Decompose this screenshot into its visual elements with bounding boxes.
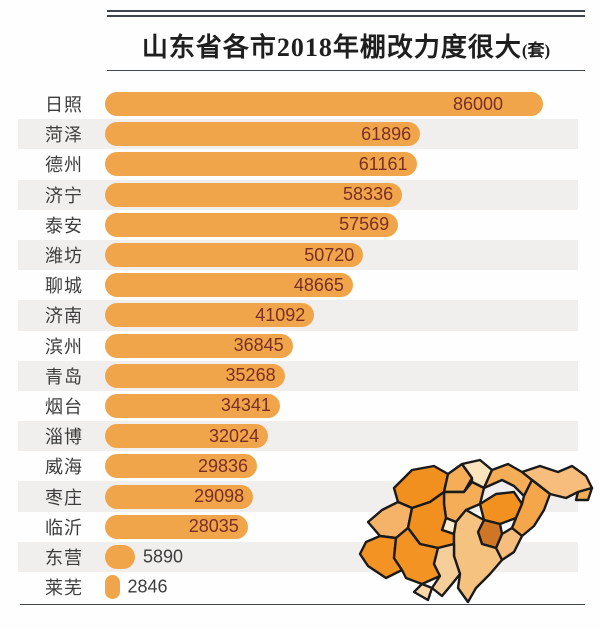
value-label: 48665 — [293, 274, 344, 295]
bar: 28035 — [105, 514, 248, 539]
bar: 35268 — [105, 363, 285, 388]
category-label: 东营 — [45, 547, 83, 568]
value-label: 58336 — [343, 184, 394, 205]
category-label: 德州 — [45, 155, 83, 176]
shandong-map-svg — [358, 458, 594, 604]
category-label: 潍坊 — [45, 246, 83, 267]
value-label: 35268 — [225, 365, 276, 386]
bar-row: 济南 41092 — [0, 300, 600, 331]
title-unit: (套) — [521, 41, 551, 60]
category-label: 泰安 — [45, 215, 83, 236]
bottom-rule — [20, 604, 585, 605]
bar-row: 日照 86000 — [0, 89, 600, 119]
map-region — [574, 486, 594, 502]
map-region — [442, 462, 474, 494]
bar-row: 威海 29836 — [0, 451, 600, 481]
bar-row: 莱芜 2846 — [0, 572, 600, 602]
bar: 48665 — [105, 273, 353, 298]
category-label: 日照 — [45, 95, 83, 116]
category-label: 滨州 — [45, 336, 83, 357]
map-region — [412, 582, 434, 602]
category-label: 淄博 — [45, 427, 83, 448]
bar: 58336 — [105, 182, 403, 207]
value-label: 61161 — [358, 153, 408, 174]
bar-row: 青岛 35268 — [0, 360, 600, 392]
category-label: 临沂 — [45, 517, 83, 538]
value-label: 57569 — [339, 214, 390, 235]
bar-row: 菏泽 61896 — [0, 119, 600, 150]
bar: 29836 — [105, 454, 257, 479]
title-text: 山东省各市2018年棚改力度很大 — [141, 33, 522, 62]
bar-row: 滨州 36845 — [0, 331, 600, 361]
title-underline-rule — [107, 70, 585, 71]
bar-row: 临沂 28035 — [0, 512, 600, 542]
bar-row: 德州 61161 — [0, 149, 600, 179]
bar-row: 泰安 57569 — [0, 210, 600, 240]
bar: 36845 — [105, 333, 293, 358]
bar: 61896 — [105, 122, 421, 147]
bar: 34341 — [105, 393, 280, 418]
category-label: 聊城 — [45, 276, 83, 297]
value-label: 32024 — [209, 425, 260, 446]
bar-row: 聊城 48665 — [0, 270, 600, 300]
bar-row: 烟台 34341 — [0, 391, 600, 421]
value-label: 34341 — [220, 395, 271, 416]
page-title: 山东省各市2018年棚改力度很大(套) — [107, 27, 585, 64]
bar: 50720 — [105, 243, 364, 268]
category-label: 济南 — [45, 306, 83, 327]
value-label: 2846 — [127, 576, 168, 597]
value-label: 5890 — [142, 546, 184, 567]
category-label: 青岛 — [45, 366, 83, 387]
category-label: 莱芜 — [45, 578, 83, 599]
shandong-map — [356, 458, 596, 606]
value-label: 36845 — [233, 335, 284, 356]
bar: 57569 — [105, 212, 399, 237]
bar — [105, 544, 135, 569]
value-label: 29836 — [197, 455, 248, 476]
map-region — [430, 542, 462, 598]
value-label: 86000 — [452, 93, 503, 114]
category-label: 菏泽 — [45, 125, 83, 146]
bar: 41092 — [105, 303, 315, 328]
value-label: 29098 — [194, 486, 245, 507]
value-label: 28035 — [188, 516, 239, 537]
top-double-rule — [107, 10, 585, 17]
bar — [105, 575, 120, 600]
category-label: 济宁 — [45, 185, 83, 206]
value-label: 50720 — [304, 244, 355, 265]
bar-row: 潍坊 50720 — [0, 239, 600, 271]
category-label: 烟台 — [45, 396, 83, 417]
value-label: 41092 — [255, 304, 306, 325]
category-label: 威海 — [45, 457, 83, 478]
bar: 29098 — [105, 484, 254, 509]
bar: 86000 — [105, 92, 543, 117]
value-label: 61896 — [361, 123, 412, 144]
bar-row: 淄博 32024 — [0, 421, 600, 452]
bar: 61161 — [105, 152, 417, 177]
category-label: 枣庄 — [45, 487, 83, 508]
bar-row: 济宁 58336 — [0, 179, 600, 210]
bar: 32024 — [105, 424, 269, 449]
